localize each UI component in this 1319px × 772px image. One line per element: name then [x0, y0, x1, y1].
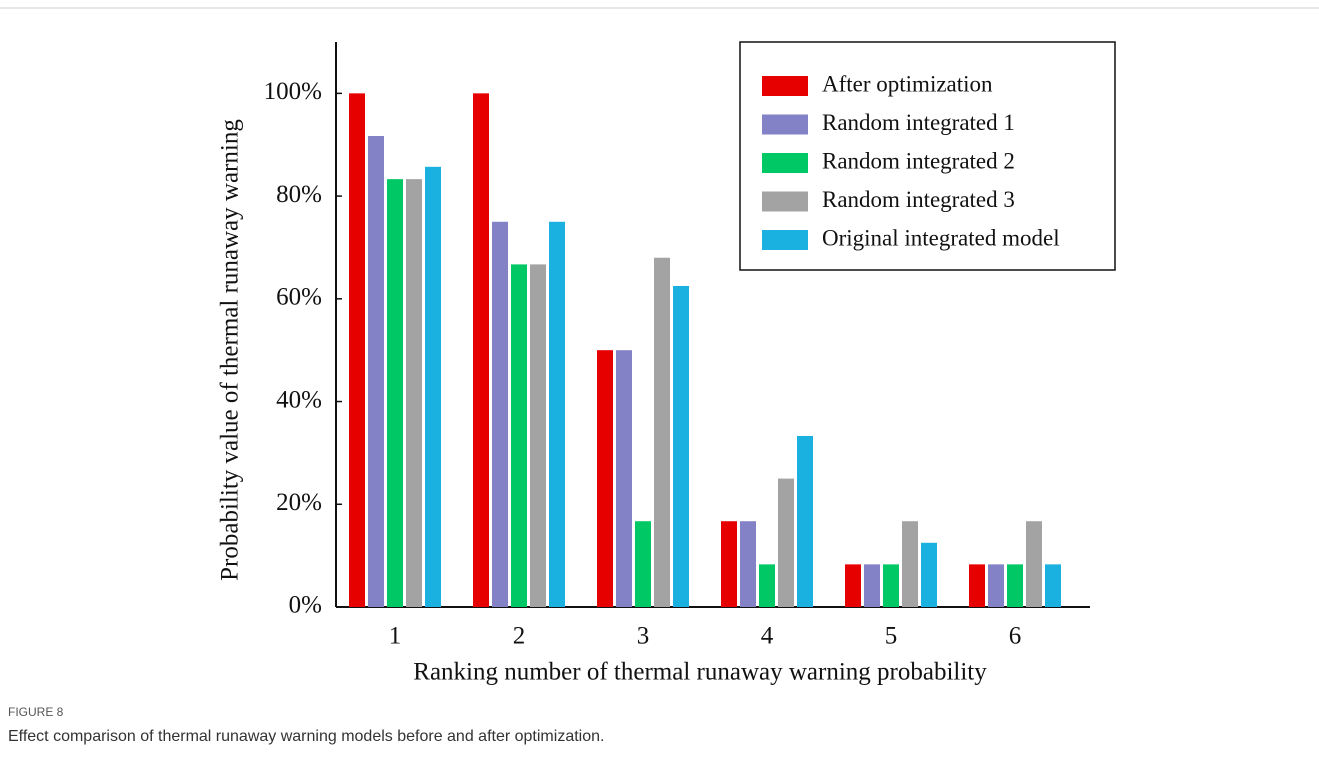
- x-tick-label: 1: [389, 623, 402, 650]
- y-tick-label: 60%: [276, 284, 322, 311]
- bar: [654, 257, 670, 607]
- bar: [616, 350, 632, 607]
- bar: [349, 93, 365, 607]
- legend-label: Original integrated model: [822, 225, 1060, 250]
- bar: [864, 564, 880, 607]
- bar: [1026, 521, 1042, 607]
- bar: [530, 264, 546, 607]
- x-tick-label: 5: [885, 623, 898, 650]
- legend-swatch: [762, 230, 808, 250]
- bar: [673, 285, 689, 607]
- y-tick-label: 40%: [276, 386, 322, 413]
- bar: [883, 564, 899, 607]
- bar: [921, 542, 937, 607]
- bar: [635, 521, 651, 607]
- bar: [492, 221, 508, 608]
- legend-label: Random integrated 1: [822, 110, 1015, 135]
- bar: [797, 435, 813, 607]
- bar: [387, 179, 403, 607]
- y-axis-label: Probability value of thermal runaway war…: [217, 119, 244, 581]
- legend-swatch: [762, 153, 808, 173]
- y-tick-label: 0%: [289, 592, 322, 619]
- bar: [778, 478, 794, 607]
- bar: [845, 564, 861, 607]
- x-axis-label: Ranking number of thermal runaway warnin…: [413, 659, 987, 686]
- figure-caption: Effect comparison of thermal runaway war…: [8, 728, 604, 745]
- x-tick-label: 2: [513, 623, 526, 650]
- y-tick-label: 20%: [276, 489, 322, 516]
- bar: [1007, 564, 1023, 607]
- bar: [902, 521, 918, 607]
- legend-label: After optimization: [822, 71, 993, 96]
- legend-swatch: [762, 191, 808, 212]
- bar: [368, 135, 384, 607]
- bar: [473, 93, 489, 607]
- x-tick-label: 3: [637, 623, 650, 650]
- bar: [597, 350, 613, 607]
- bar: [425, 166, 441, 607]
- bar: [988, 564, 1004, 607]
- legend-label: Random integrated 3: [822, 187, 1015, 212]
- bar: [406, 179, 422, 607]
- bar: [740, 521, 756, 607]
- bar: [969, 564, 985, 607]
- y-tick-label: 100%: [264, 78, 322, 105]
- x-tick-label: 4: [761, 623, 774, 650]
- legend-label: Random integrated 2: [822, 148, 1015, 173]
- y-tick-label: 80%: [276, 181, 322, 208]
- legend-swatch: [762, 114, 808, 135]
- bar: [1045, 564, 1061, 607]
- bar: [511, 264, 527, 607]
- x-tick-label: 6: [1009, 623, 1022, 650]
- figure-label: FIGURE 8: [8, 705, 64, 719]
- bar: [549, 221, 565, 608]
- bar: [721, 521, 737, 607]
- bar: [759, 564, 775, 607]
- legend-swatch: [762, 76, 808, 96]
